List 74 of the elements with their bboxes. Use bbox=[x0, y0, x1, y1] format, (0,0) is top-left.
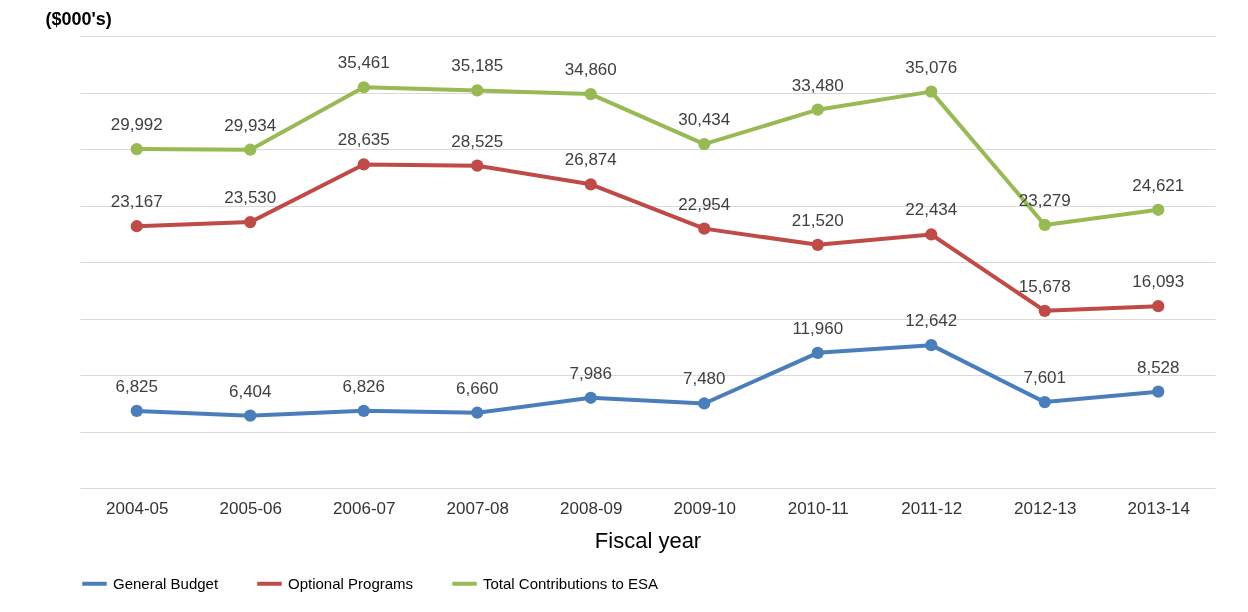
point bbox=[244, 409, 257, 422]
point bbox=[698, 222, 711, 235]
data-label: 35,076 bbox=[905, 57, 958, 77]
data-label: 26,874 bbox=[564, 150, 617, 170]
data-label: 16,093 bbox=[1132, 272, 1185, 292]
x-tick-label: 2011-12 bbox=[901, 498, 963, 518]
legend-label: Total Contributions to ESA bbox=[483, 574, 659, 592]
point bbox=[244, 143, 257, 156]
point bbox=[471, 84, 484, 97]
data-label: 22,954 bbox=[678, 194, 731, 214]
point bbox=[584, 87, 597, 101]
data-label: 35,461 bbox=[337, 53, 390, 73]
data-label: 29,992 bbox=[110, 115, 163, 135]
point bbox=[1038, 218, 1051, 232]
data-label: 11,960 bbox=[792, 318, 844, 338]
data-label: 35,185 bbox=[451, 56, 504, 76]
point bbox=[925, 228, 938, 241]
point bbox=[925, 85, 938, 98]
data-label: 23,167 bbox=[110, 192, 163, 212]
point bbox=[244, 216, 257, 229]
data-label: 28,525 bbox=[451, 131, 504, 151]
data-label: 29,934 bbox=[224, 115, 277, 135]
data-label: 33,480 bbox=[791, 75, 844, 95]
data-label: 7,480 bbox=[682, 369, 726, 389]
point bbox=[584, 391, 597, 404]
point bbox=[1038, 304, 1051, 317]
x-tick-label: 2009-10 bbox=[673, 498, 736, 518]
x-tick-label: 2013-14 bbox=[1127, 498, 1190, 518]
data-label: 6,660 bbox=[455, 378, 499, 398]
point bbox=[698, 397, 711, 410]
point bbox=[811, 103, 824, 116]
x-tick-label: 2006-07 bbox=[333, 498, 396, 518]
data-label: 12,642 bbox=[905, 311, 958, 331]
point bbox=[357, 81, 370, 94]
x-tick-label: 2007-08 bbox=[446, 498, 509, 518]
point bbox=[925, 339, 938, 352]
data-label: 7,601 bbox=[1023, 368, 1067, 388]
data-label: 6,826 bbox=[342, 376, 386, 396]
point bbox=[130, 220, 143, 233]
point bbox=[1152, 300, 1165, 313]
data-label: 34,860 bbox=[564, 60, 617, 80]
data-label: 24,621 bbox=[1132, 175, 1185, 195]
point bbox=[357, 158, 370, 171]
point bbox=[1152, 385, 1165, 398]
point bbox=[471, 406, 484, 419]
x-tick-label: 2010-11 bbox=[787, 498, 849, 518]
point bbox=[698, 137, 711, 151]
legend-label: General Budget bbox=[113, 574, 219, 592]
x-axis-title: Fiscal year bbox=[594, 527, 702, 553]
data-label: 28,635 bbox=[337, 130, 390, 150]
point bbox=[130, 404, 143, 417]
data-label: 23,530 bbox=[224, 188, 277, 208]
x-tick-label: 2012-13 bbox=[1014, 498, 1077, 518]
data-label: 6,404 bbox=[228, 381, 272, 401]
data-label: 21,520 bbox=[791, 210, 844, 230]
data-label: 8,528 bbox=[1136, 357, 1180, 377]
data-label: 30,434 bbox=[678, 110, 731, 130]
x-tick-label: 2005-06 bbox=[219, 498, 282, 518]
point bbox=[584, 178, 597, 191]
point bbox=[471, 159, 484, 172]
point bbox=[357, 404, 370, 417]
x-tick-label: 2004-05 bbox=[106, 498, 169, 518]
y-axis-title: ($000's) bbox=[45, 8, 112, 29]
data-label: 7,986 bbox=[569, 363, 613, 383]
point bbox=[1038, 396, 1051, 409]
point bbox=[130, 142, 143, 156]
data-label: 22,434 bbox=[905, 200, 958, 220]
point bbox=[811, 346, 824, 359]
data-label: 15,678 bbox=[1018, 276, 1071, 296]
x-tick-label: 2008-09 bbox=[560, 498, 623, 518]
point bbox=[811, 238, 824, 251]
point bbox=[1152, 203, 1165, 216]
data-label: 6,825 bbox=[115, 376, 159, 396]
legend-label: Optional Programs bbox=[288, 574, 414, 592]
